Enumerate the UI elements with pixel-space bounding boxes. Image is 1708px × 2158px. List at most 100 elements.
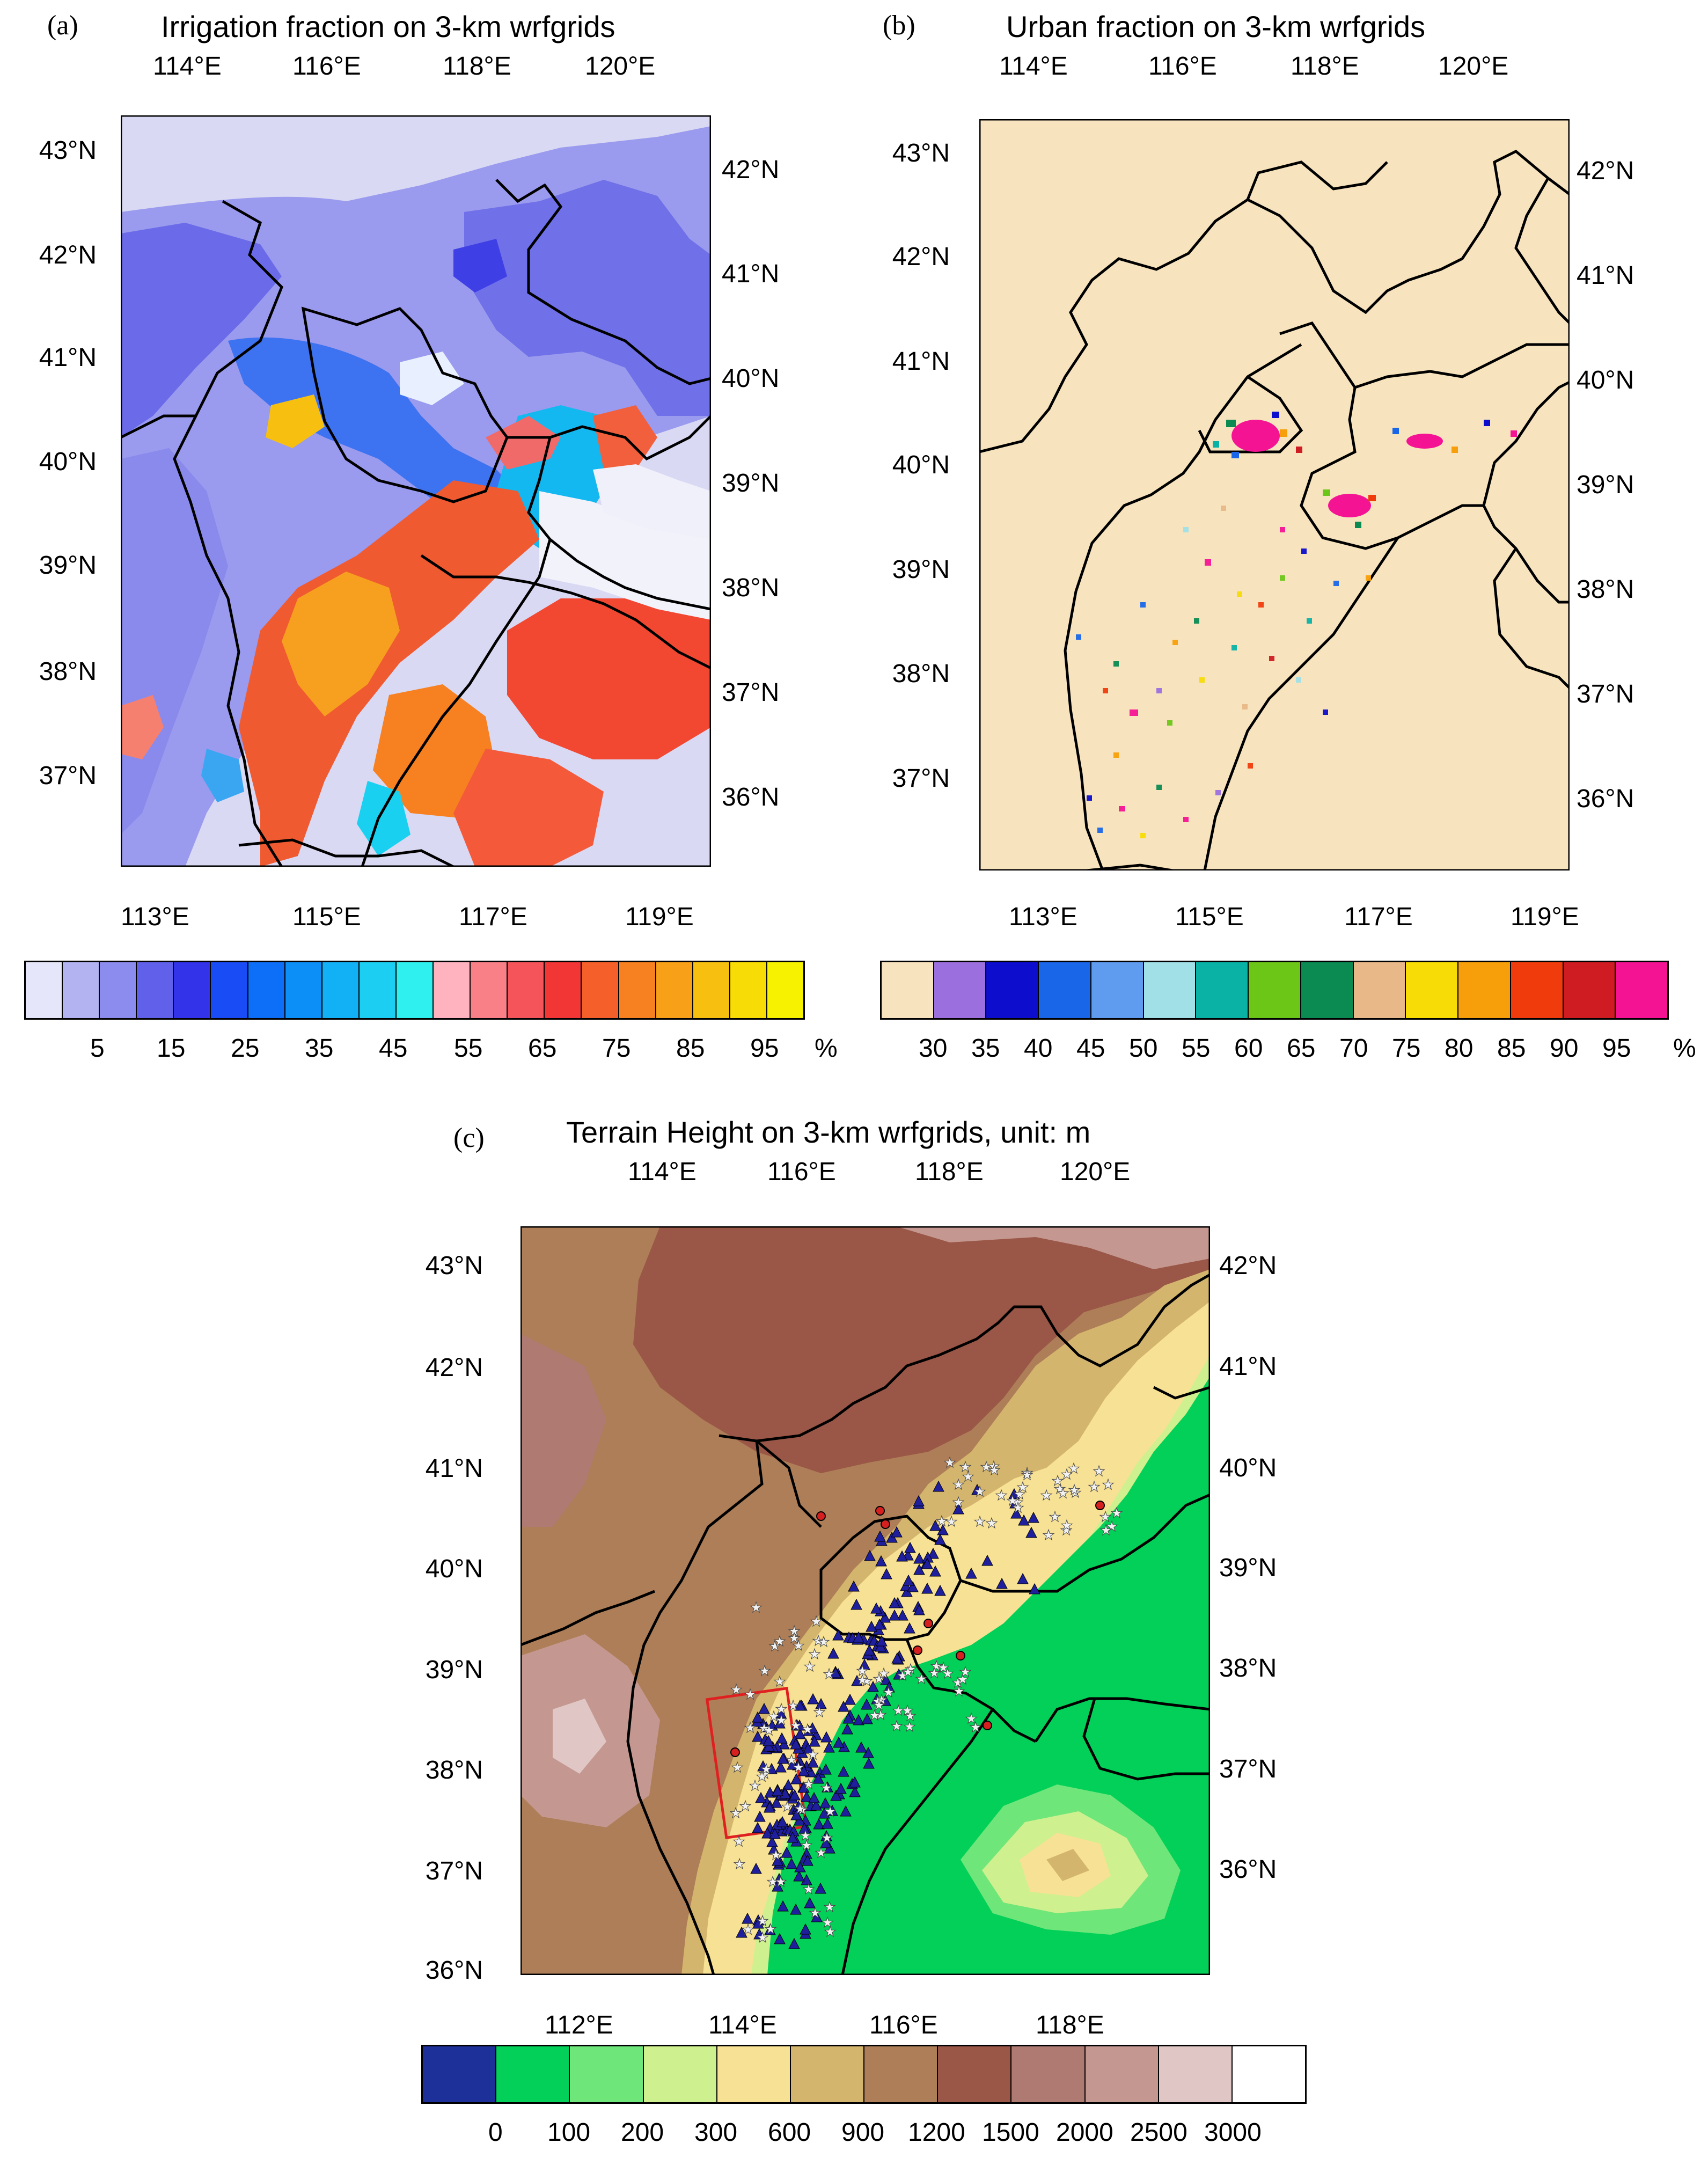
station-star-marker: ★: [1060, 1517, 1073, 1533]
colorbar-swatch: [1616, 962, 1668, 1018]
colorbar-unit: %: [815, 1034, 838, 1063]
station-star-marker: ★: [820, 1780, 832, 1796]
tick-bottom-lon: 118°E: [1036, 2011, 1104, 2039]
station-star-marker: ★: [775, 1712, 787, 1728]
tick-bottom-lon: 119°E: [1511, 903, 1579, 931]
station-star-marker: ★: [763, 1722, 775, 1738]
station-triangle-marker: [891, 1652, 903, 1664]
colorbar-swatch: [693, 962, 730, 1018]
station-triangle-marker: [752, 1730, 764, 1742]
station-star-marker: ★: [739, 1798, 751, 1814]
station-star-marker: ★: [756, 1768, 768, 1784]
station-star-marker: ★: [860, 1673, 873, 1689]
station-triangle-marker: [807, 1722, 818, 1733]
station-triangle-marker: [782, 1779, 794, 1790]
tick-top-lon: 118°E: [443, 52, 511, 81]
tick-left-lat: 40°N: [425, 1555, 483, 1583]
colorbar-swatch: [790, 2046, 865, 2102]
station-star-marker: ★: [965, 1710, 977, 1727]
station-triangle-marker: [813, 1818, 825, 1830]
station-star-marker: ★: [873, 1671, 885, 1687]
station-star-marker: ★: [756, 1929, 768, 1945]
tick-left-lat: 36°N: [425, 1956, 483, 1985]
station-triangle-marker: [794, 1719, 805, 1731]
panel-b-title: Urban fraction on 3-km wrfgrids: [1006, 10, 1426, 43]
station-triangle-marker: [787, 1831, 798, 1843]
station-star-marker: ★: [995, 1487, 1007, 1503]
station-triangle-marker: [896, 1550, 908, 1562]
station-triangle-marker: [1009, 1497, 1021, 1509]
station-triangle-marker: [772, 1854, 783, 1866]
colorbar-swatch: [545, 962, 582, 1018]
station-star-marker: ★: [1021, 1465, 1033, 1481]
station-star-marker: ★: [875, 1692, 888, 1708]
tick-right-lat: 38°N: [722, 574, 780, 602]
station-triangle-marker: [889, 1609, 900, 1621]
station-triangle-marker: [861, 1698, 873, 1710]
tick-right-lat: 40°N: [1577, 366, 1634, 394]
station-circle-marker: [881, 1519, 890, 1529]
colorbar-swatch: [26, 962, 63, 1018]
station-triangle-marker: [871, 1693, 883, 1705]
station-triangle-marker: [838, 1700, 849, 1712]
station-triangle-marker: [790, 1738, 802, 1750]
station-triangle-marker: [788, 1937, 800, 1949]
station-star-marker: ★: [973, 1483, 986, 1499]
station-star-marker: ★: [807, 1746, 819, 1762]
colorbar-unit: %: [1673, 1034, 1696, 1063]
tick-left-lat: 38°N: [39, 657, 97, 686]
station-star-marker: ★: [821, 1914, 833, 1930]
station-star-marker: ★: [1102, 1476, 1114, 1493]
terrain-stations: ★★★★★★★★★★★★★★★★★★★★★★★★★★★★ ★★★★★★★★★★★★…: [729, 1454, 1123, 1949]
station-star-marker: ★: [937, 1659, 949, 1676]
irrigation-colorbar: [24, 961, 805, 1020]
station-star-marker: ★: [801, 1721, 813, 1737]
tick-left-lat: 37°N: [892, 764, 950, 793]
station-triangle-marker: [830, 1789, 842, 1801]
station-triangle-marker: [1028, 1511, 1039, 1523]
station-triangle-marker: [798, 1781, 810, 1793]
station-triangle-marker: [861, 1713, 873, 1724]
station-star-marker: ★: [768, 1638, 781, 1654]
station-triangle-marker: [769, 1827, 781, 1839]
tick-top-lon: 116°E: [292, 52, 361, 81]
station-triangle-marker: [775, 1761, 787, 1773]
panel-b-tag: (b): [883, 10, 915, 41]
station-triangle-marker: [763, 1735, 774, 1746]
station-star-marker: ★: [874, 1707, 886, 1723]
colorbar-label: 90: [1550, 1034, 1579, 1063]
station-star-marker: ★: [796, 1802, 808, 1818]
colorbar-label: 55: [454, 1034, 483, 1063]
station-triangle-marker: [808, 1791, 820, 1803]
station-star-marker: ★: [750, 1599, 762, 1615]
station-star-marker: ★: [952, 1494, 964, 1510]
station-triangle-marker: [1025, 1526, 1037, 1538]
colorbar-swatch: [619, 962, 656, 1018]
station-triangle-marker: [904, 1541, 916, 1553]
station-star-marker: ★: [1051, 1473, 1064, 1489]
station-triangle-marker: [1029, 1583, 1040, 1594]
station-star-marker: ★: [773, 1673, 786, 1689]
station-triangle-marker: [897, 1609, 908, 1621]
urban-scattered-pixels: [1076, 506, 1371, 838]
tick-right-lat: 41°N: [722, 260, 780, 288]
station-triangle-marker: [907, 1581, 919, 1592]
station-star-marker: ★: [808, 1646, 820, 1662]
colorbar-swatch: [643, 2046, 717, 2102]
station-star-marker: ★: [928, 1665, 940, 1681]
colorbar-label: 30: [919, 1034, 948, 1063]
panel-a-title: Irrigation fraction on 3-km wrfgrids: [161, 10, 615, 43]
station-star-marker: ★: [729, 1805, 742, 1821]
station-triangle-marker: [793, 1870, 805, 1882]
station-triangle-marker: [879, 1694, 891, 1706]
panel-a-tag: (a): [47, 10, 78, 41]
station-star-marker: ★: [987, 1458, 1000, 1474]
station-star-marker: ★: [903, 1718, 915, 1735]
station-star-marker: ★: [789, 1717, 802, 1733]
station-triangle-marker: [753, 1928, 765, 1940]
station-star-marker: ★: [787, 1698, 799, 1714]
station-triangle-marker: [965, 1567, 977, 1579]
tick-right-lat: 36°N: [1219, 1855, 1277, 1884]
tick-bottom-lon: 114°E: [708, 2011, 777, 2039]
colorbar-swatch: [434, 962, 471, 1018]
